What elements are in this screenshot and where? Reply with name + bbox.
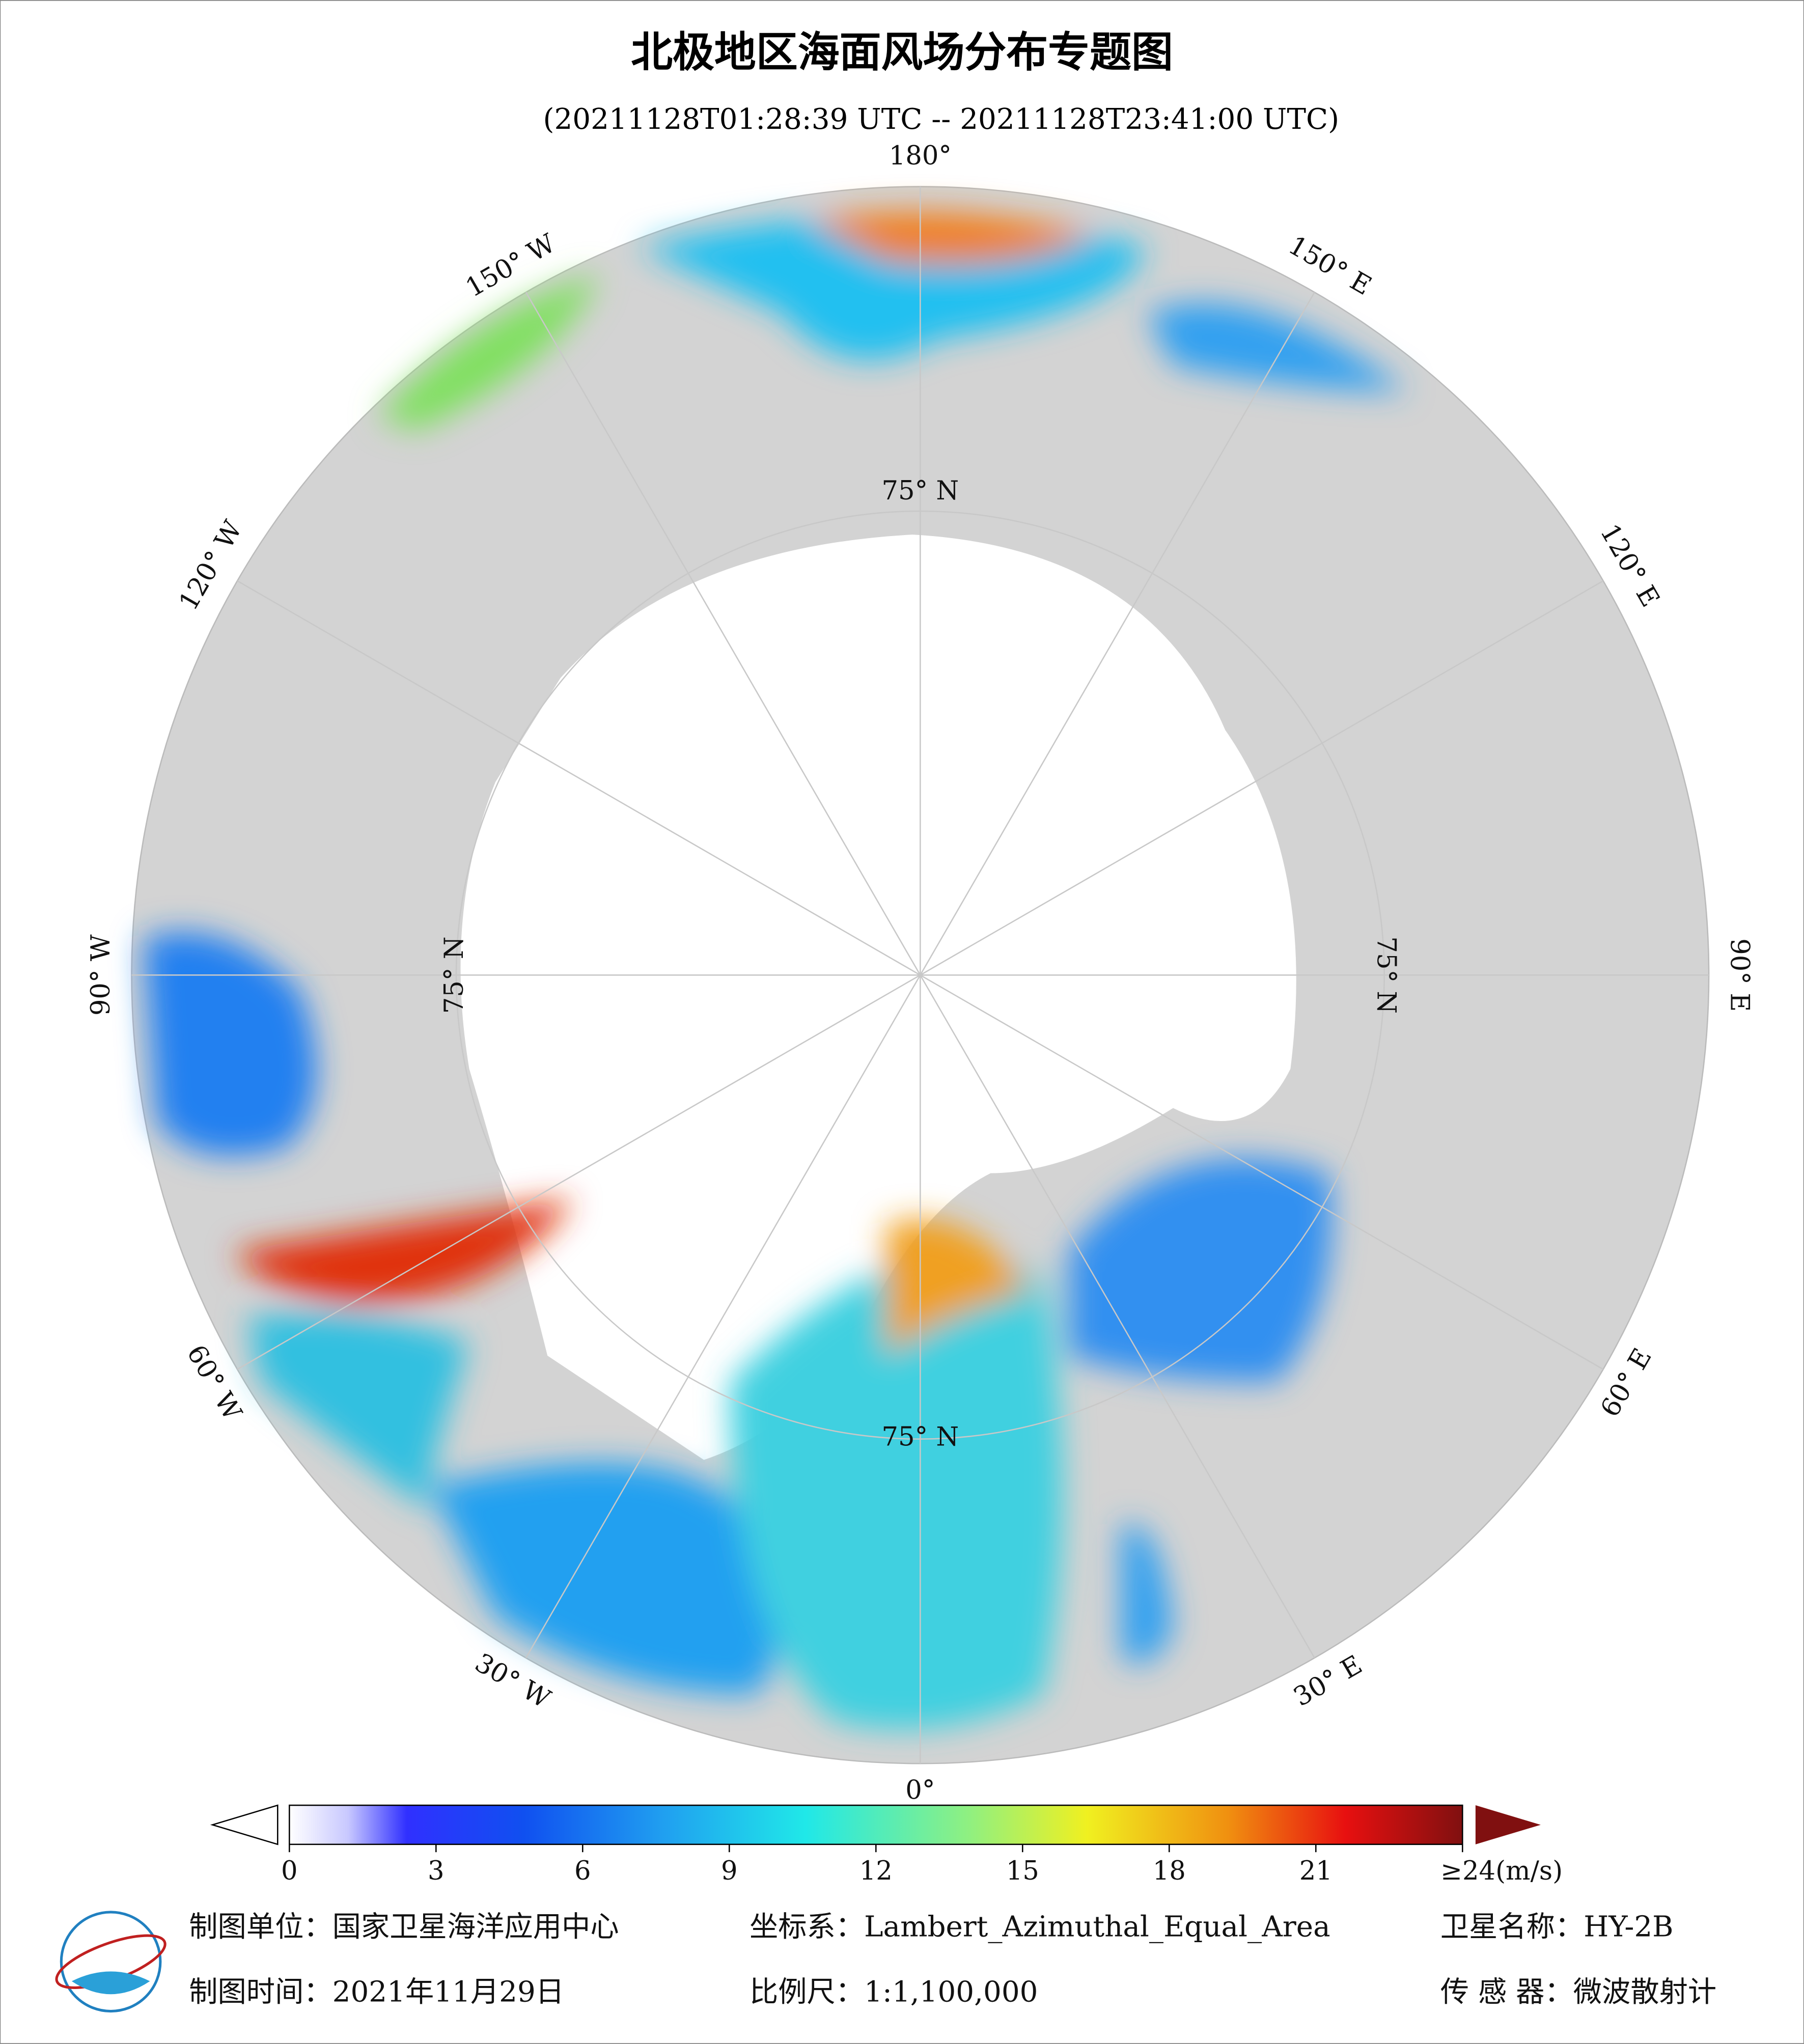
footer-projection: 坐标系：Lambert_Azimuthal_Equal_Area (750, 1911, 1330, 1944)
colorbar-tick-label: 9 (721, 1856, 738, 1886)
colorbar-tick-label: 12 (859, 1856, 893, 1886)
colorbar-tick-label: 21 (1299, 1856, 1333, 1886)
colorbar-high-arrow (1475, 1805, 1541, 1844)
meridian-label: 0° (905, 1775, 935, 1805)
footer-sensor: 传 感 器：微波散射计 (1440, 1976, 1716, 2009)
colorbar-tick-label: 15 (1006, 1856, 1039, 1886)
meridian (525, 292, 921, 975)
footer-satellite: 卫星名称：HY-2B (1440, 1911, 1674, 1944)
meridian (237, 580, 921, 976)
colorbar-tick-label: 18 (1153, 1856, 1186, 1886)
colorbar-ramp (289, 1804, 1463, 1845)
subtitle: (20211128T01:28:39 UTC -- 20211128T23:41… (543, 103, 1340, 136)
colorbar-tick-label: 3 (428, 1856, 445, 1886)
colorbar-tick-label: ≥24(m/s) (1440, 1856, 1563, 1886)
meridian (237, 974, 921, 1370)
footer-date: 制图时间：2021年11月29日 (189, 1976, 564, 2009)
meridian-label: 90° W (86, 934, 116, 1016)
colorbar-tick-label: 0 (281, 1856, 298, 1886)
title: 北极地区海面风场分布专题图 (631, 28, 1173, 76)
meridian (920, 974, 1604, 1370)
meridians (131, 186, 1709, 1764)
meridian (920, 580, 1604, 976)
parallel-label: 75° N (881, 475, 959, 506)
parallel-label: 75° N (1371, 936, 1402, 1014)
meridian (525, 974, 921, 1659)
meridian (920, 974, 1315, 1659)
wind-field (143, 211, 1408, 1729)
footer-scale: 比例尺：1:1,100,000 (750, 1976, 1038, 2009)
colorbar: 0 3 6 9 12 15 18 21 ≥24(m/s) (210, 1804, 1563, 1886)
parallel-label: 75° N (881, 1422, 959, 1452)
footer-unit: 制图单位：国家卫星海洋应用中心 (189, 1911, 619, 1944)
meridian (920, 292, 1315, 975)
arctic-ice (460, 535, 1296, 1460)
map (131, 186, 1710, 1765)
colorbar-low-arrow (210, 1804, 279, 1845)
parallel-label: 75° N (439, 936, 469, 1014)
logo (55, 1911, 166, 2013)
meridian-label: 180° (889, 141, 952, 171)
meridian-label: 90° E (1724, 938, 1755, 1012)
colorbar-tick-label: 6 (574, 1856, 591, 1886)
